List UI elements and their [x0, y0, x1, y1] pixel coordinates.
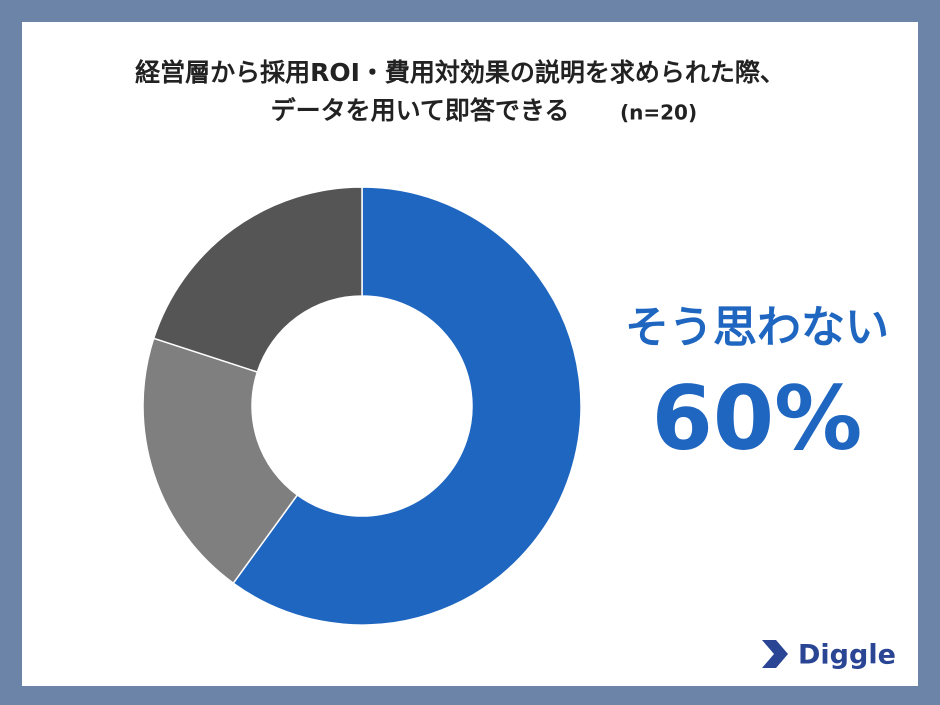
logo: Diggle [762, 640, 896, 671]
chart-title: データを用いて即答できる [271, 96, 570, 125]
segment-label: そう思わない [625, 302, 889, 353]
donut-segment [232, 186, 582, 626]
donut-segment [152, 186, 363, 373]
chart-title: 経営層から採用ROI・費用対効果の説明を求められた際、 [135, 58, 785, 87]
logo-icon [762, 640, 788, 668]
value-label: 60% [652, 367, 863, 470]
logo-text: Diggle [798, 640, 896, 671]
chart-subtitle: (n=20) [620, 101, 697, 125]
donut-segment [142, 337, 299, 585]
